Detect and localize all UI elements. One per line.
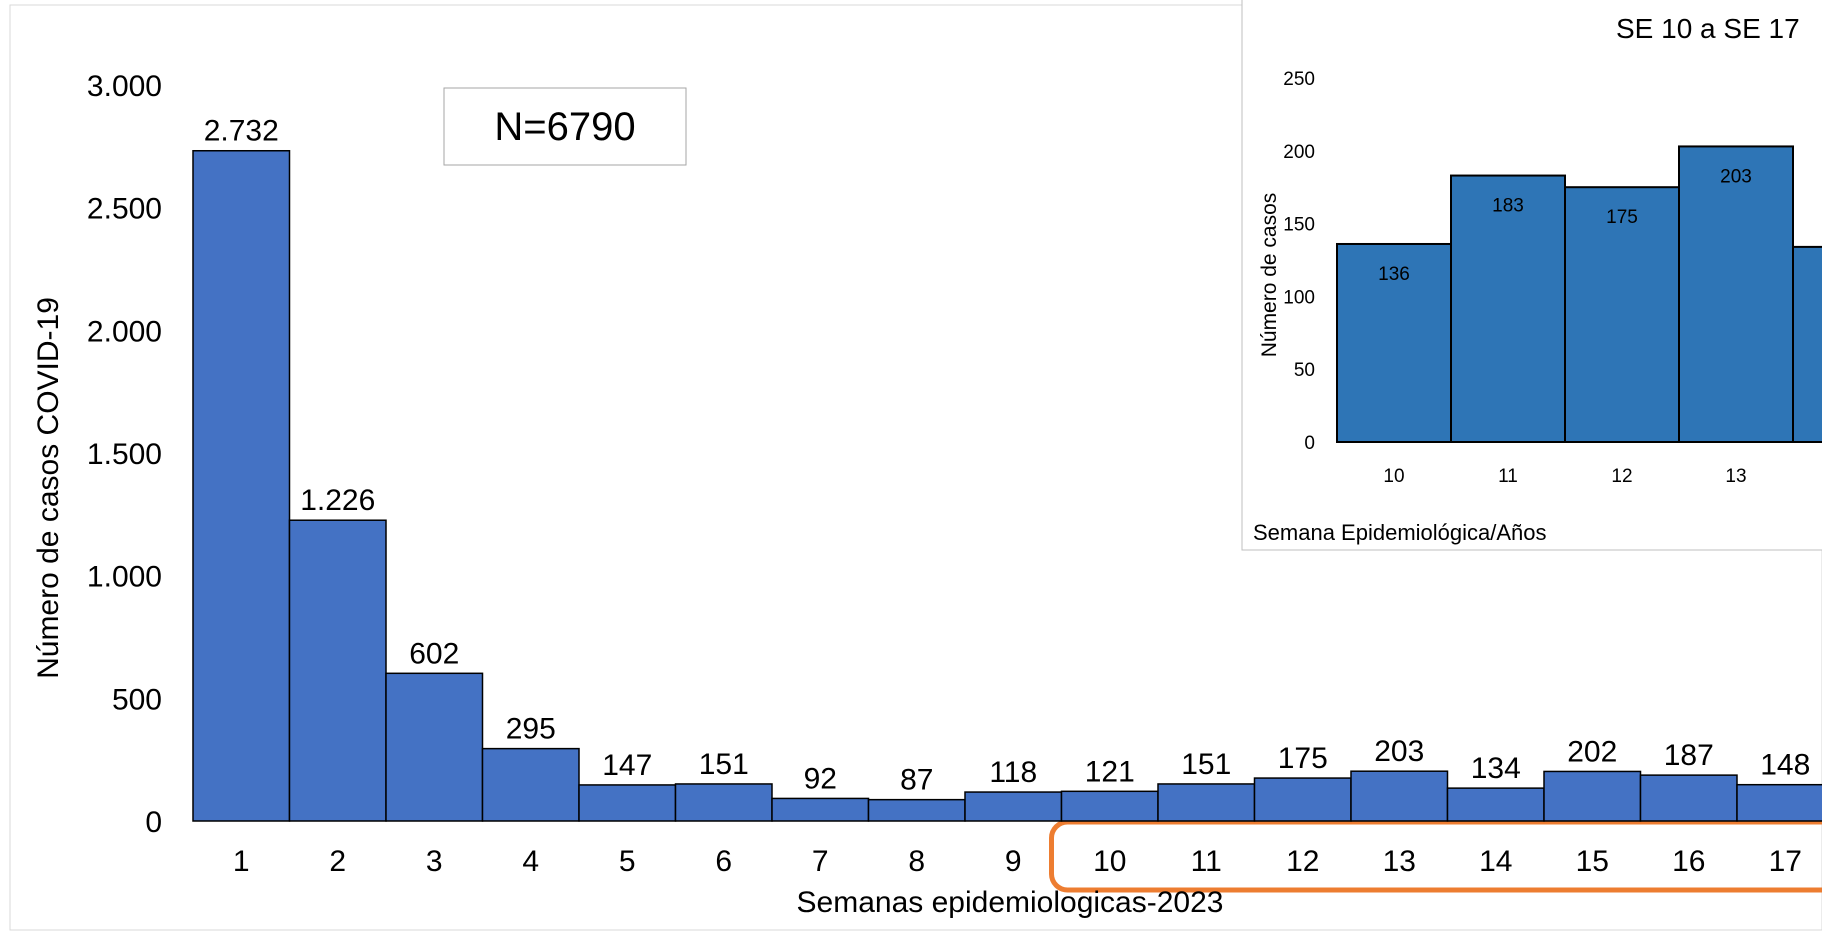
main-x-tick-label: 3 — [426, 845, 443, 878]
main-x-tick-label: 9 — [1005, 845, 1022, 878]
main-x-tick-label: 6 — [715, 845, 732, 878]
bar-value-label: 151 — [699, 748, 749, 781]
bar-value-label: 187 — [1664, 739, 1714, 772]
bar-week-13 — [1351, 771, 1448, 821]
bar-value-label: 202 — [1567, 735, 1617, 768]
bar-week-4 — [483, 749, 580, 821]
main-y-tick-label: 500 — [112, 683, 162, 716]
inset-bar-value-label: 203 — [1720, 166, 1752, 187]
bar-value-label: 147 — [602, 749, 652, 782]
bar-week-16 — [1641, 775, 1738, 821]
main-x-tick-label: 7 — [812, 845, 829, 878]
bar-week-11 — [1158, 784, 1255, 821]
n-annotation: N=6790 — [444, 88, 686, 165]
n-annotation-text: N=6790 — [494, 105, 635, 149]
bar-value-label: 148 — [1760, 749, 1810, 782]
inset-chart: SE 10 a SE 17 Número de casos Semana Epi… — [1242, 0, 1822, 550]
bar-week-8 — [869, 800, 966, 821]
main-y-tick-label: 1.500 — [87, 438, 162, 471]
bar-week-10 — [1062, 791, 1159, 821]
bar-week-3 — [386, 673, 483, 821]
bar-week-2 — [290, 520, 387, 821]
inset-y-axis-title: Número de casos — [1258, 193, 1281, 358]
main-y-axis-title: Número de casos COVID-19 — [32, 297, 65, 679]
bar-week-14 — [1448, 788, 1545, 821]
inset-bar-value-label: 183 — [1492, 196, 1524, 217]
main-x-tick-label: 11 — [1191, 845, 1222, 878]
bar-week-7 — [772, 798, 869, 821]
inset-x-tick-label: 13 — [1725, 466, 1746, 487]
bar-value-label: 203 — [1374, 735, 1424, 768]
main-y-tick-label: 1.000 — [87, 561, 162, 594]
bar-week-6 — [676, 784, 773, 821]
bar-value-label: 134 — [1471, 752, 1521, 785]
inset-chart-title: SE 10 a SE 17 — [1616, 13, 1800, 44]
bar-week-1 — [193, 151, 290, 821]
bar-value-label: 151 — [1181, 748, 1231, 781]
main-y-tick-label: 2.500 — [87, 193, 162, 226]
main-y-tick-label: 0 — [145, 806, 162, 839]
main-x-tick-label: 13 — [1383, 845, 1416, 878]
main-x-tick-label: 2 — [329, 845, 346, 878]
inset-y-tick-label: 100 — [1283, 287, 1315, 308]
main-y-tick-label: 2.000 — [87, 315, 162, 348]
inset-y-tick-label: 50 — [1294, 360, 1315, 381]
inset-bar-value-label: 136 — [1378, 264, 1410, 285]
main-x-tick-label: 17 — [1769, 845, 1802, 878]
main-x-tick-label: 12 — [1286, 845, 1319, 878]
main-y-tick-label: 3.000 — [87, 70, 162, 103]
bar-value-label: 121 — [1085, 755, 1135, 788]
inset-y-tick-label: 200 — [1283, 142, 1315, 163]
main-x-tick-label: 8 — [908, 845, 925, 878]
bar-value-label: 175 — [1278, 742, 1328, 775]
inset-x-tick-label: 10 — [1383, 466, 1404, 487]
bar-value-label: 118 — [989, 756, 1037, 789]
bar-week-15 — [1544, 771, 1641, 821]
bar-value-label: 295 — [506, 713, 556, 746]
inset-bar-value-label: 175 — [1606, 207, 1638, 228]
inset-y-tick-label: 250 — [1283, 69, 1315, 90]
bar-week-5 — [579, 785, 676, 821]
bar-value-label: 1.226 — [300, 484, 375, 517]
bar-value-label: 87 — [900, 764, 933, 797]
main-x-tick-label: 16 — [1672, 845, 1705, 878]
main-x-tick-label: 10 — [1093, 845, 1126, 878]
inset-x-tick-label: 12 — [1611, 466, 1632, 487]
bar-week-17 — [1737, 785, 1822, 821]
bar-value-label: 2.732 — [204, 115, 279, 148]
bar-week-9 — [965, 792, 1062, 821]
main-x-tick-label: 5 — [619, 845, 636, 878]
main-x-axis-title: Semanas epidemiologicas-2023 — [797, 886, 1224, 919]
bar-value-label: 602 — [409, 637, 459, 670]
inset-x-axis-title: Semana Epidemiológica/Años — [1253, 520, 1547, 545]
inset-bar-week-13 — [1679, 146, 1793, 442]
bar-value-label: 92 — [804, 762, 837, 795]
bar-week-12 — [1255, 778, 1352, 821]
main-x-tick-label: 1 — [233, 845, 250, 878]
inset-y-tick-label: 0 — [1304, 433, 1315, 454]
inset-x-tick-label: 11 — [1498, 466, 1518, 487]
main-x-tick-label: 4 — [522, 845, 539, 878]
inset-bar-week-14 — [1793, 247, 1822, 442]
inset-y-tick-label: 150 — [1283, 215, 1315, 236]
main-x-tick-label: 15 — [1576, 845, 1609, 878]
main-x-tick-label: 14 — [1479, 845, 1512, 878]
